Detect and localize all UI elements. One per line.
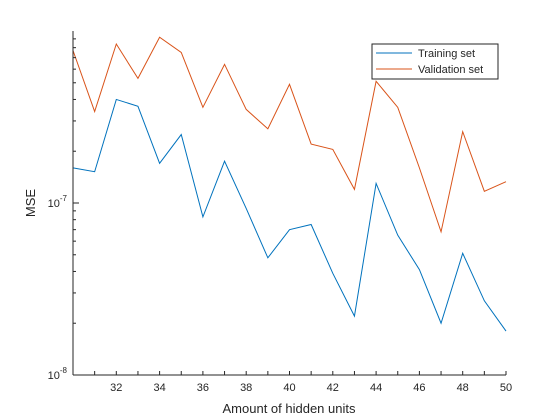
legend: Training set Validation set [371,43,499,80]
legend-label: Training set [418,48,475,60]
x-tick-label: 50 [500,382,512,394]
x-tick-label: 42 [327,382,339,394]
x-tick-label: 32 [110,382,122,394]
y-tick-label: 10-7 [48,194,68,210]
x-axis-title: Amount of hidden units [223,401,356,416]
series-line-validation [72,36,507,234]
legend-box [371,43,499,80]
plot-background [73,31,506,375]
legend-label: Validation set [418,64,483,76]
x-tick-label: 44 [370,382,382,394]
x-tick-label: 48 [457,382,469,394]
series-layer [72,36,507,332]
x-tick-label: 40 [283,382,295,394]
x-tick-label: 46 [413,382,425,394]
x-tick-label: 38 [240,382,252,394]
x-tick-label: 34 [153,382,165,394]
x-tick-label: 36 [197,382,209,394]
ticks-layer: 32 34 36 38 40 42 44 46 48 50 10-8 10-7 [48,31,512,394]
y-axis-title: MSE [23,189,38,218]
y-tick-label: 10-8 [48,366,68,382]
series-line-training [72,98,507,332]
plot-area [73,31,506,375]
